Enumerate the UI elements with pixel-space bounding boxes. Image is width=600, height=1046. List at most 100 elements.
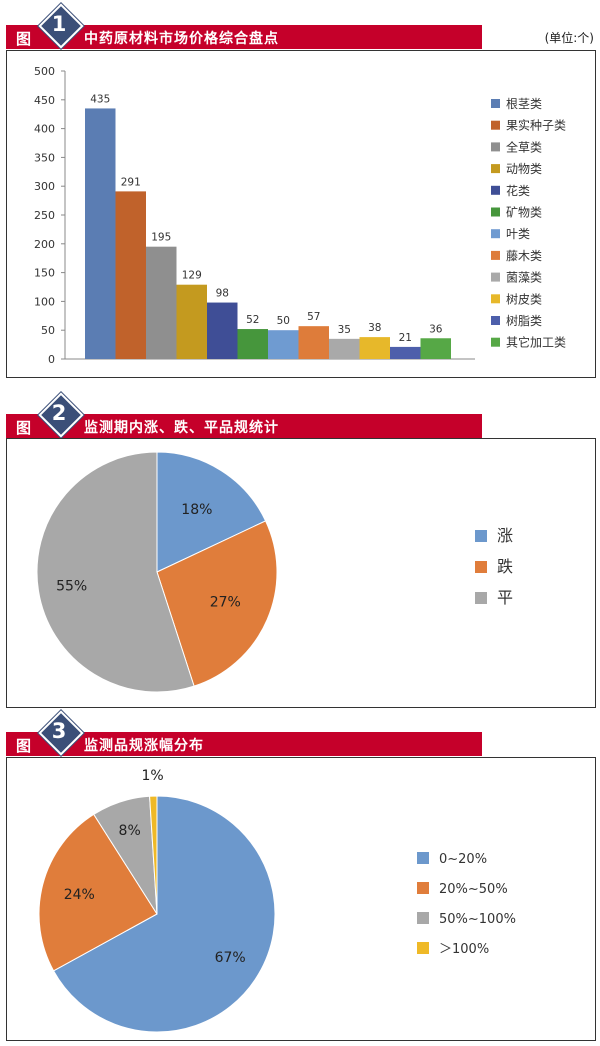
figure-1-title: 中药原材料市场价格综合盘点 bbox=[84, 31, 279, 47]
legend-label: 树脂类 bbox=[506, 313, 542, 328]
bar-12 bbox=[420, 338, 451, 359]
y-tick-label: 100 bbox=[34, 295, 55, 308]
legend-swatch bbox=[491, 164, 500, 174]
figure-3-banner: 图 监测品规涨幅分布 bbox=[6, 732, 482, 756]
legend-label: ＞100% bbox=[439, 942, 489, 957]
legend-label: 50%~100% bbox=[439, 912, 516, 927]
legend-label: 根茎类 bbox=[506, 97, 542, 111]
bar-7 bbox=[268, 330, 299, 359]
bar-9 bbox=[329, 338, 360, 359]
legend-swatch bbox=[491, 316, 500, 325]
legend-swatch bbox=[491, 207, 500, 217]
bar-value-label: 21 bbox=[399, 332, 412, 344]
legend-label: 树皮类 bbox=[506, 291, 542, 306]
legend-label: 平 bbox=[497, 588, 513, 607]
bar-8 bbox=[298, 326, 329, 359]
y-tick-label: 500 bbox=[34, 65, 55, 78]
legend-swatch bbox=[491, 142, 500, 152]
figure-3-title: 监测品规涨幅分布 bbox=[84, 738, 204, 754]
figure-1-number: 1 bbox=[51, 12, 67, 36]
legend-swatch bbox=[475, 561, 487, 573]
pie-slice-2 bbox=[156, 520, 278, 687]
legend-label: 涨 bbox=[497, 526, 513, 545]
figure-2-number: 2 bbox=[51, 401, 67, 425]
unit-label: (单位:个) bbox=[544, 31, 594, 45]
legend-label: 动物类 bbox=[506, 162, 542, 176]
bar-value-label: 52 bbox=[246, 314, 259, 326]
legend-swatch bbox=[491, 185, 500, 195]
legend-swatch bbox=[491, 99, 500, 108]
bar-value-label: 98 bbox=[216, 288, 229, 300]
pie-chart-increase-distribution: 67% 24% 8% 1% 0~20% 20%~50% 50%~100% ＞100% bbox=[38, 768, 516, 1033]
legend-label: 花类 bbox=[506, 183, 530, 198]
bar-value-label: 129 bbox=[182, 270, 202, 282]
legend-swatch bbox=[491, 294, 500, 304]
bar-value-label: 50 bbox=[277, 315, 290, 327]
bar-chart: 0 50 100 150 200 250 300 350 400 450 500 435 291 195 1… bbox=[34, 65, 566, 366]
pie-slice-1 bbox=[52, 795, 276, 1033]
legend-label: 叶类 bbox=[506, 227, 530, 241]
pie-value-label: 24% bbox=[64, 887, 95, 903]
bar-6 bbox=[237, 329, 268, 359]
figure-3-panel: 67% 24% 8% 1% 0~20% 20%~50% 50%~100% ＞100% bbox=[6, 757, 596, 1041]
bar-4 bbox=[176, 284, 207, 359]
pie-slice-1 bbox=[156, 451, 267, 573]
figure-3-number: 3 bbox=[51, 719, 67, 743]
bar-value-label: 35 bbox=[338, 324, 351, 336]
legend-swatch bbox=[475, 592, 487, 604]
pie-value-label: 27% bbox=[210, 595, 241, 611]
figure-prefix: 图 bbox=[16, 419, 33, 437]
y-tick-label: 0 bbox=[48, 353, 55, 366]
bar-11 bbox=[390, 346, 421, 359]
legend-label: 矿物类 bbox=[506, 206, 542, 220]
pie-slice-2 bbox=[38, 813, 158, 972]
figure-prefix: 图 bbox=[16, 737, 33, 755]
legend-swatch bbox=[417, 942, 429, 954]
bar-2 bbox=[115, 191, 146, 359]
y-tick-label: 250 bbox=[34, 209, 55, 222]
legend-label: 0~20% bbox=[439, 852, 487, 867]
bar-1 bbox=[85, 108, 116, 359]
y-tick-label: 300 bbox=[34, 180, 55, 193]
legend-label: 菌藻类 bbox=[506, 271, 542, 285]
legend-label: 果实种子类 bbox=[506, 118, 566, 133]
figure-1-banner: 图 中药原材料市场价格综合盘点 bbox=[6, 25, 482, 49]
bar-10 bbox=[359, 337, 390, 359]
y-tick-label: 450 bbox=[34, 94, 55, 107]
figure-2-banner: 图 监测期内涨、跌、平品规统计 bbox=[6, 414, 482, 438]
y-tick-label: 50 bbox=[41, 324, 55, 337]
bar-value-label: 291 bbox=[121, 176, 141, 188]
pie-value-label: 18% bbox=[181, 502, 212, 518]
legend-label: 20%~50% bbox=[439, 882, 508, 897]
y-tick-label: 400 bbox=[34, 123, 55, 136]
figure-2-panel: 18% 27% 55% 涨跌平 bbox=[6, 438, 596, 708]
bar-value-label: 195 bbox=[151, 232, 171, 244]
pie-slice-4 bbox=[149, 795, 158, 915]
figure-prefix: 图 bbox=[16, 30, 33, 48]
legend-swatch bbox=[417, 882, 429, 894]
legend-swatch bbox=[417, 912, 429, 924]
pie-slice-3 bbox=[36, 451, 195, 693]
legend-label: 其它加工类 bbox=[506, 335, 566, 350]
legend-swatch bbox=[475, 530, 487, 542]
bar-value-label: 57 bbox=[307, 311, 320, 323]
pie-value-label: 67% bbox=[215, 950, 246, 966]
y-tick-label: 350 bbox=[34, 151, 55, 164]
legend-swatch bbox=[491, 120, 500, 130]
legend-label: 藤木类 bbox=[506, 249, 542, 263]
legend-swatch bbox=[491, 272, 500, 282]
pie-value-label: 55% bbox=[56, 579, 87, 595]
legend-label: 全草类 bbox=[506, 139, 542, 154]
legend-swatch bbox=[491, 229, 500, 239]
legend-swatch bbox=[417, 852, 429, 864]
bar-value-label: 435 bbox=[90, 93, 110, 105]
legend-swatch bbox=[491, 337, 500, 347]
legend-swatch bbox=[491, 250, 500, 260]
bar-5 bbox=[207, 302, 238, 359]
pie-value-label: 1% bbox=[142, 768, 164, 784]
bar-3 bbox=[146, 246, 177, 359]
bar-value-label: 36 bbox=[429, 323, 443, 335]
pie-value-label: 8% bbox=[119, 823, 141, 839]
figure-2-title: 监测期内涨、跌、平品规统计 bbox=[84, 420, 279, 436]
bar-value-label: 38 bbox=[368, 322, 381, 334]
